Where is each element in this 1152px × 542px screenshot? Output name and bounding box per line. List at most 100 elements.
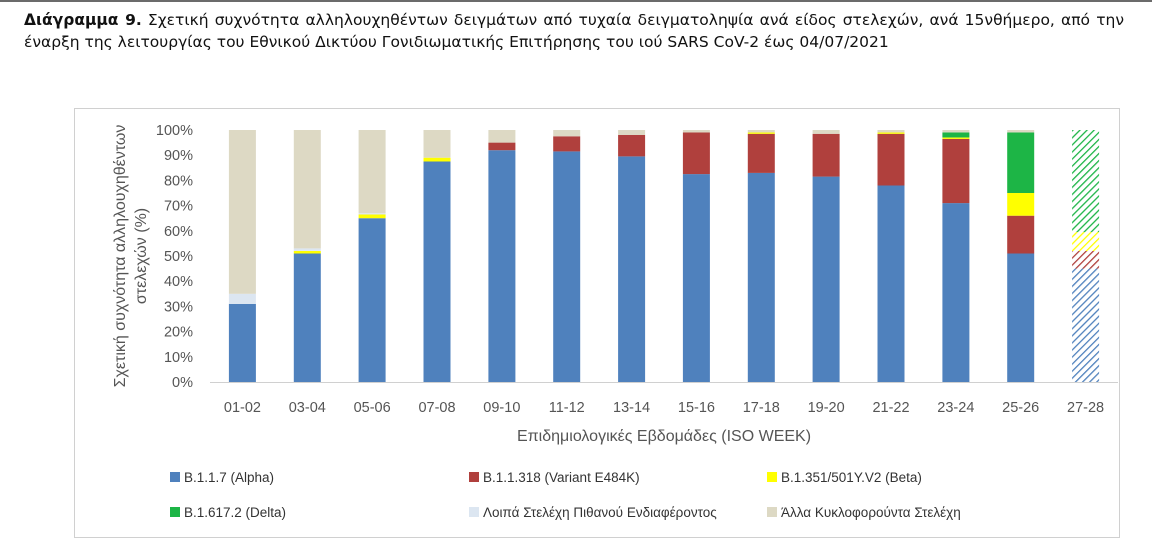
top-rule: [0, 0, 1152, 2]
caption-text: Σχετική συχνότητα αλληλουχηθέντων δειγμά…: [24, 11, 1125, 51]
bar-11-12-b-1-1-7-alpha: [553, 151, 581, 382]
y-tick-label: 60%: [164, 224, 193, 240]
x-tick-label: 07-08: [418, 400, 455, 416]
bar-07-08-: [423, 130, 451, 158]
bar-19-20-: [812, 130, 840, 134]
bar-01-02-: [228, 293, 256, 304]
bar-23-24-b-1-617-2-delta: [942, 132, 970, 138]
chart-frame: [74, 108, 1120, 538]
bar-23-24-b-1-351-501y-v2-beta: [942, 137, 970, 139]
bar-05-06-: [358, 213, 386, 215]
y-tick-label: 30%: [164, 299, 193, 315]
bar-07-08-b-1-351-501y-v2-beta: [423, 157, 451, 162]
legend-swatch-b-1-351-501y-v2-beta: [767, 472, 777, 482]
bar-23-24-: [942, 130, 970, 133]
bar-23-24-b-1-1-7-alpha: [942, 203, 970, 382]
x-tick-label: 21-22: [872, 400, 909, 416]
bar-25-26-b-1-1-318-variant-e484k: [1007, 215, 1035, 254]
y-tick-label: 80%: [164, 173, 193, 189]
bar-17-18-: [747, 130, 775, 133]
legend-label: Λοιπά Στελέχη Πιθανού Ενδιαφέροντος: [483, 505, 717, 520]
y-axis-ticks: 0% 10% 20% 30% 40% 50% 60% 70% 80% 90% 100%: [156, 123, 193, 391]
bar-15-16-b-1-1-7-alpha: [682, 174, 710, 382]
bar-15-16-b-1-1-318-variant-e484k: [682, 132, 710, 175]
bar-27-28-b-1-617-2-delta: [1072, 130, 1100, 233]
bar-09-10-: [488, 130, 516, 143]
bar-27-28-b-1-351-501y-v2-beta: [1072, 232, 1100, 251]
y-tick-label: 10%: [164, 350, 193, 366]
bar-11-12-b-1-1-318-variant-e484k: [553, 136, 581, 152]
bar-25-26-b-1-617-2-delta: [1007, 132, 1035, 193]
legend-label: B.1.351/501Y.V2 (Beta): [781, 470, 922, 485]
bar-17-18-b-1-1-7-alpha: [747, 172, 775, 382]
bar-25-26-b-1-351-501y-v2-beta: [1007, 193, 1035, 216]
bar-05-06-: [358, 130, 386, 214]
legend-label: B.1.1.7 (Alpha): [184, 470, 274, 485]
bar-13-14-: [618, 130, 646, 135]
bar-03-04-: [293, 130, 321, 249]
x-axis-label: Επιδημιολογικές Εβδομάδες (ISO WEEK): [517, 428, 811, 445]
bar-11-12-: [553, 130, 581, 137]
bar-17-18-b-1-1-318-variant-e484k: [747, 133, 775, 173]
x-tick-label: 01-02: [224, 400, 261, 416]
legend-swatch-b-1-617-2-delta: [170, 507, 180, 517]
y-tick-label: 50%: [164, 249, 193, 265]
x-tick-label: 19-20: [808, 400, 845, 416]
bar-25-26-b-1-1-7-alpha: [1007, 253, 1035, 382]
bar-25-26-: [1007, 130, 1035, 133]
bar-01-02-: [228, 130, 256, 294]
bar-27-28-b-1-1-318-variant-e484k: [1072, 251, 1100, 269]
bar-21-22-b-1-351-501y-v2-beta: [877, 132, 905, 134]
y-tick-label: 20%: [164, 325, 193, 341]
bar-13-14-b-1-1-7-alpha: [618, 156, 646, 382]
legend-swatch-: [469, 507, 479, 517]
bar-21-22-b-1-1-318-variant-e484k: [877, 133, 905, 186]
bar-21-22-b-1-1-7-alpha: [877, 185, 905, 382]
bar-15-16-: [682, 130, 710, 133]
bar-03-04-b-1-1-7-alpha: [293, 253, 321, 382]
y-axis-label-line: στελεχών (%): [133, 208, 150, 304]
legend-label: Άλλα Κυκλοφορούντα Στελέχη: [781, 505, 961, 520]
y-tick-label: 90%: [164, 148, 193, 164]
caption-label: Διάγραμμα 9.: [24, 11, 142, 29]
x-tick-label: 11-12: [549, 400, 585, 416]
bar-13-14-b-1-1-318-variant-e484k: [618, 135, 646, 157]
legend-label: B.1.617.2 (Delta): [184, 505, 286, 520]
bar-03-04-: [293, 248, 321, 251]
x-tick-label: 03-04: [289, 400, 326, 416]
legend-swatch-: [767, 507, 777, 517]
x-tick-label: 17-18: [743, 400, 780, 416]
y-tick-label: 40%: [164, 274, 193, 290]
x-tick-label: 05-06: [354, 400, 391, 416]
x-tick-label: 25-26: [1002, 400, 1039, 416]
bars: [228, 130, 1100, 382]
figure-caption: Διάγραμμα 9. Σχετική συχνότητα αλληλουχη…: [24, 9, 1124, 53]
legend-swatch-b-1-1-7-alpha: [170, 472, 180, 482]
bar-07-08-b-1-1-7-alpha: [423, 161, 451, 382]
y-tick-label: 0%: [172, 375, 193, 391]
x-tick-label: 27-28: [1067, 400, 1104, 416]
legend-label: B.1.1.318 (Variant E484K): [483, 470, 640, 485]
x-tick-label: 15-16: [678, 400, 715, 416]
bar-19-20-b-1-1-318-variant-e484k: [812, 133, 840, 177]
y-tick-label: 70%: [164, 199, 193, 215]
y-axis-label-line: Σχετική συχνότητα αλληλουχηθέντων: [112, 125, 129, 388]
bar-05-06-b-1-1-7-alpha: [358, 218, 386, 382]
x-axis-ticks: 01-02 03-04 05-06 07-08 09-10 11-12 13-14 15-16…: [224, 400, 1104, 416]
bar-01-02-b-1-1-7-alpha: [228, 303, 256, 382]
bar-03-04-b-1-351-501y-v2-beta: [293, 251, 321, 254]
bar-09-10-b-1-1-7-alpha: [488, 150, 516, 382]
x-tick-label: 09-10: [483, 400, 520, 416]
legend: B.1.1.7 (Alpha) B.1.1.318 (Variant E484K)…: [170, 470, 961, 520]
bar-27-28-b-1-1-7-alpha: [1072, 268, 1100, 382]
bar-23-24-b-1-1-318-variant-e484k: [942, 138, 970, 204]
bar-09-10-b-1-1-318-variant-e484k: [488, 142, 516, 151]
bar-05-06-b-1-351-501y-v2-beta: [358, 214, 386, 219]
x-tick-label: 13-14: [613, 400, 650, 416]
x-tick-label: 23-24: [937, 400, 974, 416]
legend-swatch-b-1-1-318-variant-e484k: [469, 472, 479, 482]
bar-21-22-: [877, 130, 905, 133]
bar-17-18-b-1-351-501y-v2-beta: [747, 132, 775, 134]
y-tick-label: 100%: [156, 123, 193, 139]
